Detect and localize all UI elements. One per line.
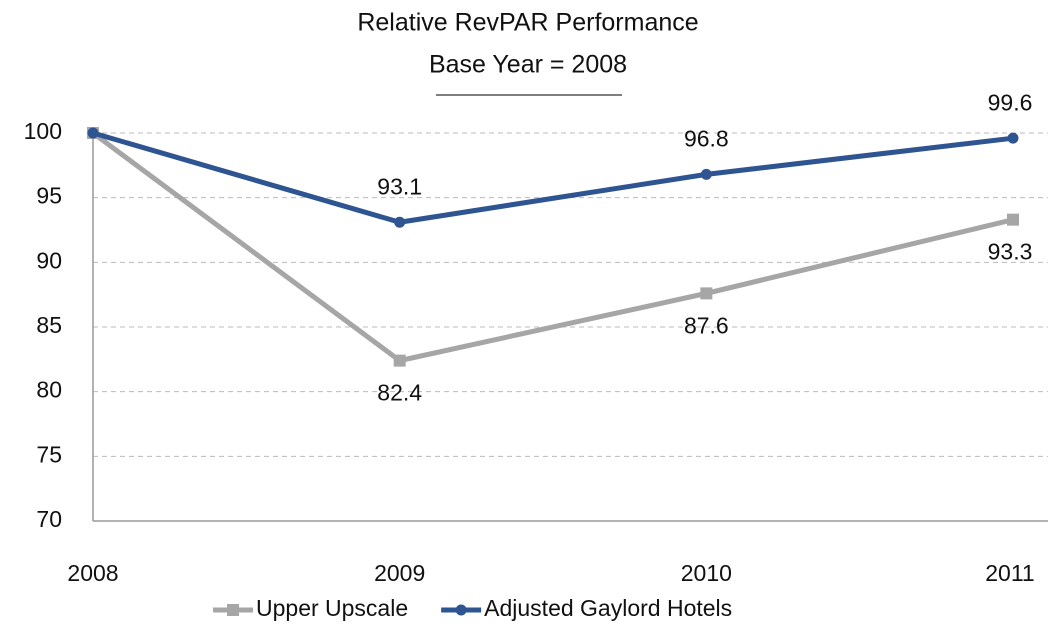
- chart-subtitle: Base Year = 2008: [429, 51, 627, 79]
- y-tick-label: 85: [36, 312, 62, 338]
- y-tick-label: 80: [36, 377, 62, 403]
- y-tick-label: 90: [36, 247, 62, 273]
- legend-marker: [455, 604, 467, 616]
- series-line: [91, 130, 1014, 364]
- x-tick-label: 2010: [681, 560, 732, 586]
- data-label: 93.1: [377, 173, 422, 199]
- data-label: 93.3: [988, 239, 1033, 265]
- data-label: 87.6: [684, 312, 729, 338]
- series-line: [92, 130, 1014, 225]
- x-tick-label: 2009: [374, 560, 425, 586]
- data-point: [700, 168, 712, 180]
- data-label: 96.8: [684, 125, 729, 151]
- data-point: [394, 216, 406, 228]
- data-point: [1007, 132, 1019, 144]
- chart-title: Relative RevPAR Performance: [357, 9, 698, 37]
- data-label: 82.4: [377, 380, 422, 406]
- legend-label: Upper Upscale: [256, 595, 408, 621]
- data-point: [393, 354, 406, 367]
- data-point: [1007, 213, 1019, 226]
- data-point: [700, 287, 713, 300]
- data-point: [87, 127, 99, 139]
- y-tick-label: 70: [36, 506, 62, 532]
- x-tick-label: 2011: [985, 560, 1034, 586]
- y-tick-label: 100: [24, 118, 62, 144]
- x-tick-label: 2008: [67, 560, 118, 586]
- data-label: 99.6: [988, 89, 1033, 115]
- legend-marker: [227, 604, 239, 616]
- y-tick-label: 95: [36, 183, 62, 209]
- legend-label: Adjusted Gaylord Hotels: [484, 595, 732, 621]
- y-tick-label: 75: [36, 441, 62, 467]
